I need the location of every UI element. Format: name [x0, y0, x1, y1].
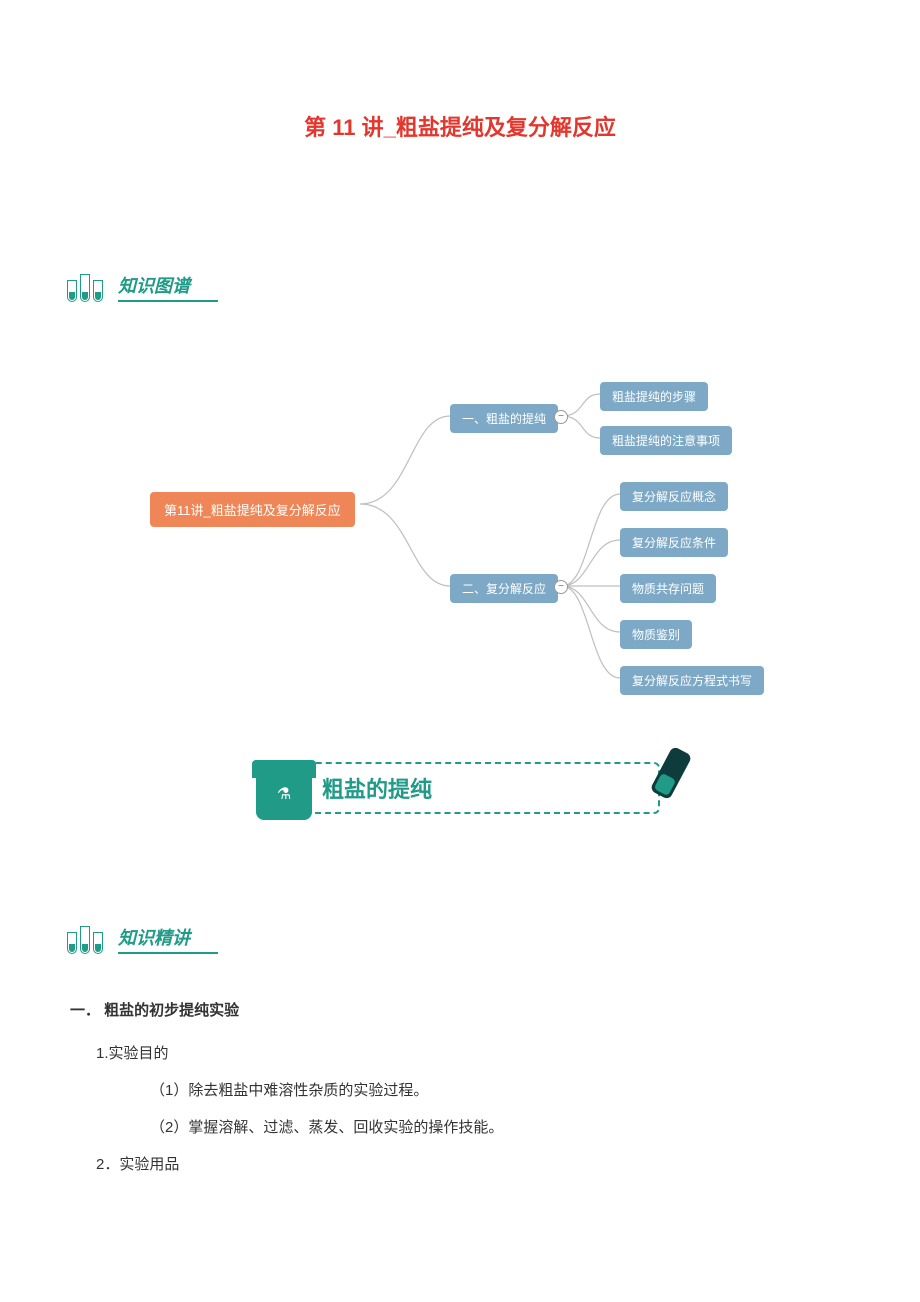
- section-underline: [118, 300, 218, 302]
- mindmap-leaf-node: 物质共存问题: [620, 574, 716, 603]
- mindmap-root-node: 第11讲_粗盐提纯及复分解反应: [150, 492, 355, 527]
- beaker-icon: ⚗: [256, 758, 320, 822]
- mindmap-toggle-icon[interactable]: −: [554, 580, 568, 594]
- section-banner-wrap: ⚗ 粗盐的提纯: [60, 762, 860, 814]
- mindmap-branch-node: 二、复分解反应: [450, 574, 558, 603]
- mindmap-branch-node: 一、粗盐的提纯: [450, 404, 558, 433]
- mindmap-leaf-node: 复分解反应概念: [620, 482, 728, 511]
- mindmap: 第11讲_粗盐提纯及复分解反应 一、粗盐的提纯 − 粗盐提纯的步骤 粗盐提纯的注…: [60, 342, 860, 682]
- section-header-knowledge-detail: 知识精讲: [60, 914, 860, 954]
- chemistry-flask-icon: [60, 914, 110, 954]
- section-header-knowledge-map: 知识图谱: [60, 262, 860, 302]
- content-item: 2．实验用品: [70, 1148, 850, 1181]
- mindmap-leaf-node: 物质鉴别: [620, 620, 692, 649]
- section-title: 知识精讲: [118, 924, 218, 950]
- banner-text: 粗盐的提纯: [322, 772, 432, 804]
- content-subitem: （2）掌握溶解、过滤、蒸发、回收实验的操作技能。: [70, 1111, 850, 1144]
- mindmap-leaf-node: 粗盐提纯的注意事项: [600, 426, 732, 455]
- section-underline: [118, 952, 218, 954]
- mindmap-leaf-node: 粗盐提纯的步骤: [600, 382, 708, 411]
- section-title: 知识图谱: [118, 272, 218, 298]
- content-body: 一． 粗盐的初步提纯实验 1.实验目的 （1）除去粗盐中难溶性杂质的实验过程。 …: [60, 994, 860, 1181]
- page-title: 第 11 讲_粗盐提纯及复分解反应: [60, 110, 860, 142]
- content-heading-1: 一． 粗盐的初步提纯实验: [70, 994, 850, 1027]
- section-banner: ⚗ 粗盐的提纯: [260, 762, 660, 814]
- content-item: 1.实验目的: [70, 1037, 850, 1070]
- chemistry-flask-icon: [60, 262, 110, 302]
- content-subitem: （1）除去粗盐中难溶性杂质的实验过程。: [70, 1074, 850, 1107]
- mindmap-toggle-icon[interactable]: −: [554, 410, 568, 424]
- mindmap-leaf-node: 复分解反应条件: [620, 528, 728, 557]
- mindmap-leaf-node: 复分解反应方程式书写: [620, 666, 764, 695]
- test-tube-icon: [650, 746, 693, 800]
